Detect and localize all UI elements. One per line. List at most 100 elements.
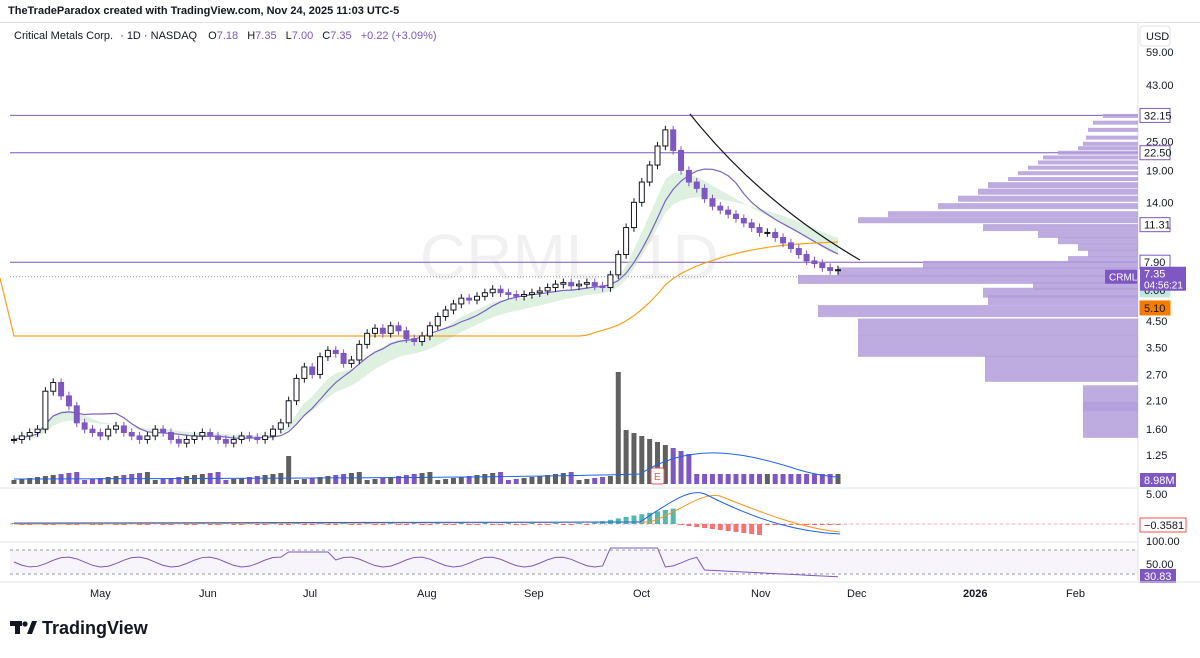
macd-histogram-bar <box>639 514 645 524</box>
candle-body <box>356 343 363 361</box>
footer: TradingView <box>0 604 1200 654</box>
volume-bar <box>662 445 668 484</box>
chart-area[interactable]: Critical Metals Corp. · 1D · NASDAQ O7.1… <box>0 22 1200 604</box>
countdown: 04:56:21 <box>1144 281 1183 292</box>
macd-histogram-bar <box>113 524 119 525</box>
volume-bar <box>521 478 527 484</box>
candle-body <box>489 288 496 294</box>
volume-bar <box>19 479 25 484</box>
volume-bar <box>741 474 747 484</box>
volume-bar <box>796 474 802 484</box>
macd-histogram-bar <box>42 524 48 525</box>
profile-bar <box>1078 243 1138 251</box>
macd-histogram-bar <box>686 524 692 526</box>
macd-histogram-bar <box>380 524 386 525</box>
legend: Critical Metals Corp. · 1D · NASDAQ O7.1… <box>14 30 437 42</box>
candle-body <box>630 201 637 229</box>
rsi-tick-100: 100.00 <box>1146 536 1180 548</box>
macd-histogram-bar <box>584 524 590 525</box>
volume-bar <box>89 479 95 484</box>
candle-body <box>756 227 763 233</box>
macd-histogram-bar <box>819 524 825 525</box>
volume-bar <box>246 477 252 484</box>
volume-bar <box>655 442 661 484</box>
volume-bar <box>600 477 606 484</box>
volume-bar <box>419 473 425 484</box>
candle-body <box>536 290 543 294</box>
macd-histogram-bar <box>231 524 237 525</box>
macd-histogram-bar <box>403 524 409 525</box>
volume-bar <box>529 477 535 484</box>
candle-body <box>623 227 630 256</box>
macd-histogram-bar <box>388 523 394 524</box>
profile-bar <box>1028 165 1138 170</box>
tradingview-logo: TradingView <box>10 618 149 638</box>
volume-bar <box>74 472 80 484</box>
price-tick: 3.50 <box>1146 342 1167 354</box>
candle-body <box>395 325 402 332</box>
macd-histogram-bar <box>97 524 103 525</box>
candle-body <box>434 315 441 327</box>
volume-bar <box>505 480 511 484</box>
candle-body <box>780 237 787 244</box>
price-label-box <box>1139 145 1171 161</box>
candle-body <box>309 366 316 375</box>
macd-histogram-bar <box>772 524 778 525</box>
price-tick: 19.00 <box>1146 165 1174 177</box>
macd-histogram-bar <box>788 524 794 525</box>
profile-bar <box>923 260 1138 269</box>
volume-bar <box>333 475 339 484</box>
volume-bar <box>411 474 417 484</box>
macd-histogram-bar <box>66 524 72 525</box>
macd-histogram-bar <box>811 524 817 525</box>
macd-histogram-bar <box>490 524 496 525</box>
macd-histogram-bar <box>191 524 197 525</box>
volume-bar <box>388 477 394 484</box>
candle-body <box>348 359 355 364</box>
candle-body <box>835 269 841 272</box>
candle-body <box>772 231 779 239</box>
profile-bar <box>985 355 1138 382</box>
candle-body <box>50 382 57 392</box>
macd-histogram-bar <box>364 523 370 524</box>
candle-body <box>481 292 488 297</box>
volume-bar <box>427 472 433 484</box>
legend-high-label: H <box>247 30 255 42</box>
volume-bar <box>631 433 637 484</box>
candle-body <box>403 330 410 340</box>
legend-interval: · 1D · NASDAQ <box>120 30 197 42</box>
candle-body <box>175 438 182 444</box>
candle-body <box>678 149 685 171</box>
time-tick: Jul <box>303 588 317 600</box>
macd-histogram-bar <box>184 524 190 525</box>
macd-histogram-bar <box>309 524 315 525</box>
candle-body <box>285 400 292 424</box>
price-tick: 14.00 <box>1146 197 1174 209</box>
macd-histogram-bar <box>356 524 362 525</box>
candle-body <box>160 428 167 434</box>
price-label: 7.90 <box>1144 257 1165 269</box>
currency-box[interactable] <box>1139 25 1171 47</box>
candle-body <box>662 129 669 147</box>
profile-bar <box>1008 177 1138 182</box>
volume-bar <box>647 439 653 484</box>
candle-body <box>301 366 308 379</box>
candle-body <box>230 438 237 444</box>
volume-bar <box>490 473 496 484</box>
candle-body <box>819 263 826 269</box>
candle-body <box>128 432 135 437</box>
candle-body <box>136 435 143 440</box>
macd-histogram-bar <box>27 524 33 525</box>
candle-body <box>607 274 614 289</box>
volume-bar <box>160 479 166 484</box>
tradingview-logo-icon <box>10 621 37 634</box>
candle-body <box>89 428 96 434</box>
candle-body <box>246 435 253 438</box>
macd-histogram-bar <box>482 523 488 524</box>
volume-bar <box>325 476 331 484</box>
macd-histogram-bar <box>411 523 417 524</box>
candle-body <box>725 209 732 215</box>
trend-curve <box>689 113 861 261</box>
candle-body <box>442 309 449 317</box>
candle-body <box>105 428 112 437</box>
